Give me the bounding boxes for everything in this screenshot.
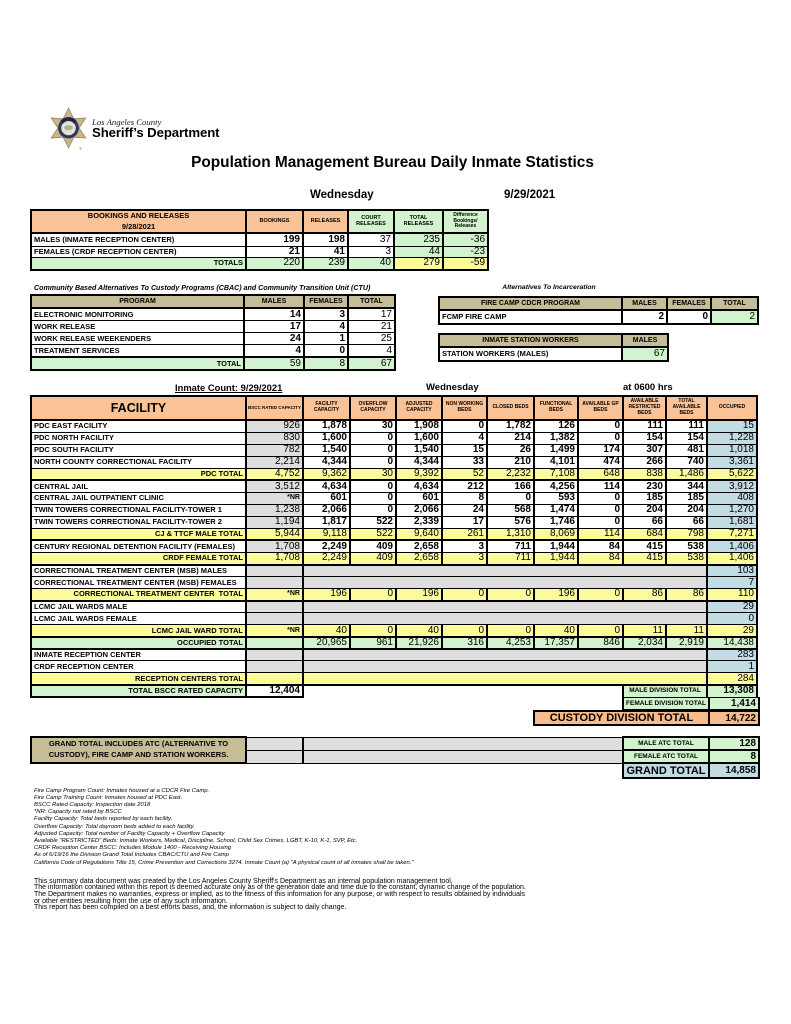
svg-text:®: ® [79,146,82,151]
